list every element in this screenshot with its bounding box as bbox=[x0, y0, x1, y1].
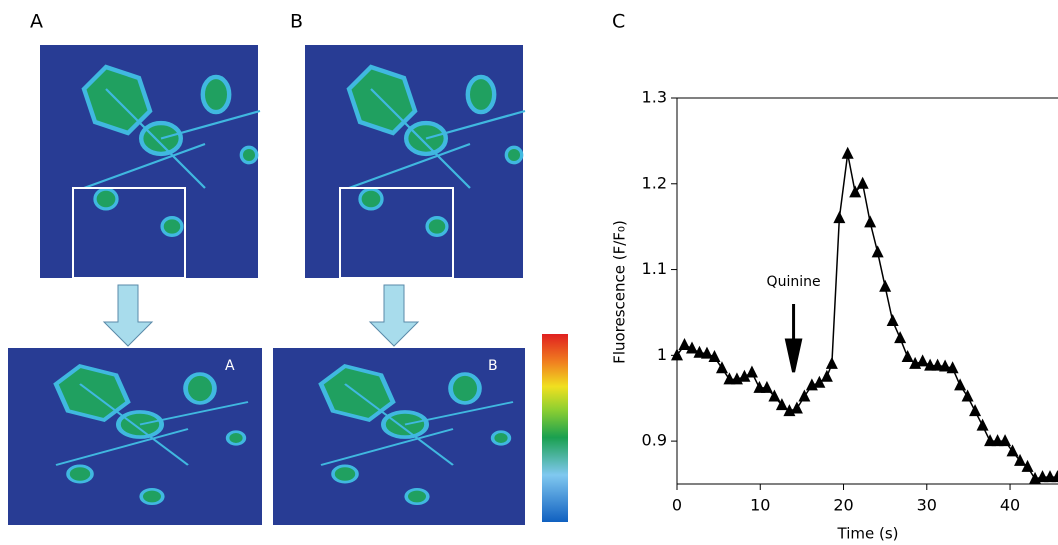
marker bbox=[820, 369, 833, 382]
marker bbox=[1014, 453, 1027, 466]
line bbox=[676, 153, 1058, 480]
marker bbox=[946, 361, 959, 374]
y-tick-label: 1.2 bbox=[642, 173, 667, 192]
marker bbox=[671, 348, 683, 361]
marker bbox=[738, 369, 751, 382]
marker bbox=[678, 338, 691, 351]
x-tick-label: 30 bbox=[917, 496, 937, 515]
marker bbox=[976, 418, 989, 431]
marker bbox=[715, 361, 728, 374]
y-tick-label: 1.3 bbox=[642, 88, 667, 107]
inset-label: B bbox=[488, 358, 498, 374]
color-bar bbox=[542, 334, 568, 522]
marker bbox=[841, 146, 854, 159]
y-tick-label: 1.1 bbox=[642, 259, 667, 278]
marker bbox=[775, 398, 788, 411]
marker bbox=[1006, 444, 1019, 457]
y-tick-label: 0.9 bbox=[642, 431, 667, 450]
marker bbox=[939, 359, 952, 372]
marker bbox=[916, 354, 929, 367]
marker bbox=[894, 331, 907, 344]
marker bbox=[969, 404, 982, 417]
arrow bbox=[368, 284, 420, 347]
panel-label: C bbox=[612, 11, 625, 33]
marker bbox=[864, 215, 877, 228]
marker bbox=[954, 378, 967, 391]
y-tick-label: 1 bbox=[657, 345, 667, 364]
marker bbox=[768, 389, 781, 402]
marker bbox=[856, 176, 869, 189]
marker bbox=[901, 350, 914, 363]
marker bbox=[708, 350, 721, 363]
marker bbox=[1021, 459, 1034, 472]
annotation-arrow bbox=[784, 304, 803, 373]
marker bbox=[685, 341, 698, 354]
marker bbox=[700, 346, 713, 359]
marker bbox=[871, 245, 884, 258]
inset-label: A bbox=[225, 358, 235, 374]
y-axis-label: Fluorescence (F/F₀) bbox=[611, 220, 629, 364]
marker bbox=[825, 356, 838, 369]
marker bbox=[745, 365, 758, 378]
marker bbox=[886, 314, 899, 327]
x-tick-label: 10 bbox=[750, 496, 770, 515]
marker bbox=[833, 211, 846, 224]
marker bbox=[1051, 470, 1058, 483]
image-b bbox=[305, 45, 525, 279]
panel-label: A bbox=[30, 11, 43, 33]
annotation: Quinine bbox=[767, 274, 821, 290]
arrow bbox=[102, 284, 154, 347]
x-tick-label: 0 bbox=[672, 496, 682, 515]
marker bbox=[760, 380, 773, 393]
marker bbox=[798, 389, 811, 402]
marker bbox=[790, 401, 803, 414]
inset-a: A bbox=[8, 348, 262, 525]
inset-b: B bbox=[273, 348, 525, 525]
marker bbox=[999, 434, 1012, 447]
marker bbox=[849, 185, 862, 198]
x-axis-label: Time (s) bbox=[837, 525, 899, 543]
marker bbox=[931, 358, 944, 371]
x-tick-label: 20 bbox=[833, 496, 853, 515]
panel-label: B bbox=[290, 11, 303, 33]
x-tick-label: 40 bbox=[1000, 496, 1020, 515]
marker bbox=[961, 389, 974, 402]
marker bbox=[813, 375, 826, 388]
marker bbox=[879, 279, 892, 292]
marker bbox=[693, 345, 706, 358]
image-a bbox=[40, 45, 260, 279]
chart: 0.9 1 1.1 1.2 1.3 0 10 20 30 40 Time (s) Fluorescen… bbox=[611, 88, 1058, 543]
